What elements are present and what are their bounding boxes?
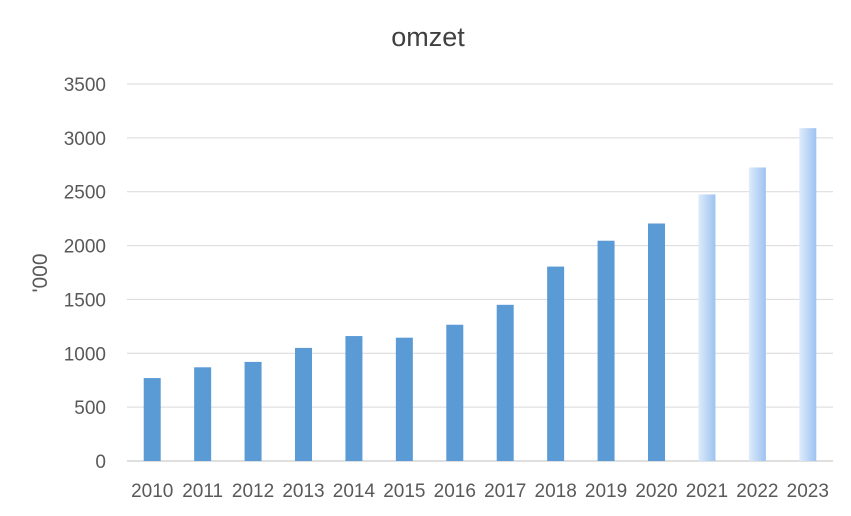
x-tick-label: 2017 bbox=[484, 481, 526, 502]
bar-2015 bbox=[395, 337, 413, 461]
x-tick-label: 2021 bbox=[686, 481, 728, 502]
y-axis-label: '000 bbox=[29, 253, 52, 292]
x-tick-label: 2019 bbox=[585, 481, 627, 502]
grid-lines bbox=[127, 83, 833, 462]
bar-2010 bbox=[143, 378, 161, 461]
bar-2022 bbox=[748, 167, 766, 461]
chart-title: omzet bbox=[391, 22, 465, 52]
x-tick-label: 2015 bbox=[383, 481, 425, 502]
bar-2012 bbox=[244, 361, 262, 461]
bar-2023 bbox=[799, 128, 817, 462]
bar-2020 bbox=[648, 223, 665, 461]
bar-2014 bbox=[345, 336, 363, 461]
y-tick-labels: 0 500 1000 1500 2000 2500 3000 3500 bbox=[64, 75, 106, 473]
x-tick-label: 2013 bbox=[282, 481, 324, 502]
x-tick-label: 2012 bbox=[232, 481, 274, 502]
x-tick-labels: 2010 2011 2012 2013 2014 2015 2016 2017 2018 2019… bbox=[131, 481, 829, 502]
y-tick-label: 500 bbox=[74, 398, 106, 419]
x-tick-label: 2020 bbox=[635, 481, 677, 502]
x-tick-label: 2018 bbox=[535, 481, 577, 502]
y-tick-label: 2000 bbox=[64, 237, 106, 258]
y-tick-label: 1000 bbox=[64, 344, 106, 365]
y-tick-label: 0 bbox=[95, 452, 106, 473]
bar-2016 bbox=[446, 324, 464, 461]
bar-2011 bbox=[194, 367, 212, 461]
y-tick-label: 3000 bbox=[64, 129, 106, 150]
bar-2019 bbox=[597, 240, 615, 461]
y-tick-label: 2500 bbox=[64, 183, 106, 204]
bar-2021 bbox=[698, 194, 716, 461]
x-tick-label: 2022 bbox=[736, 481, 778, 502]
y-tick-label: 1500 bbox=[64, 290, 106, 311]
bars bbox=[143, 128, 817, 462]
y-tick-label: 3500 bbox=[64, 75, 106, 96]
x-tick-label: 2014 bbox=[333, 481, 376, 502]
bar-2013 bbox=[295, 347, 312, 461]
bar-2018 bbox=[547, 266, 565, 461]
x-tick-label: 2016 bbox=[434, 481, 476, 502]
x-tick-label: 2023 bbox=[787, 481, 829, 502]
x-tick-label: 2010 bbox=[131, 481, 173, 502]
bar-2017 bbox=[496, 304, 514, 461]
x-tick-label: 2011 bbox=[182, 481, 223, 502]
